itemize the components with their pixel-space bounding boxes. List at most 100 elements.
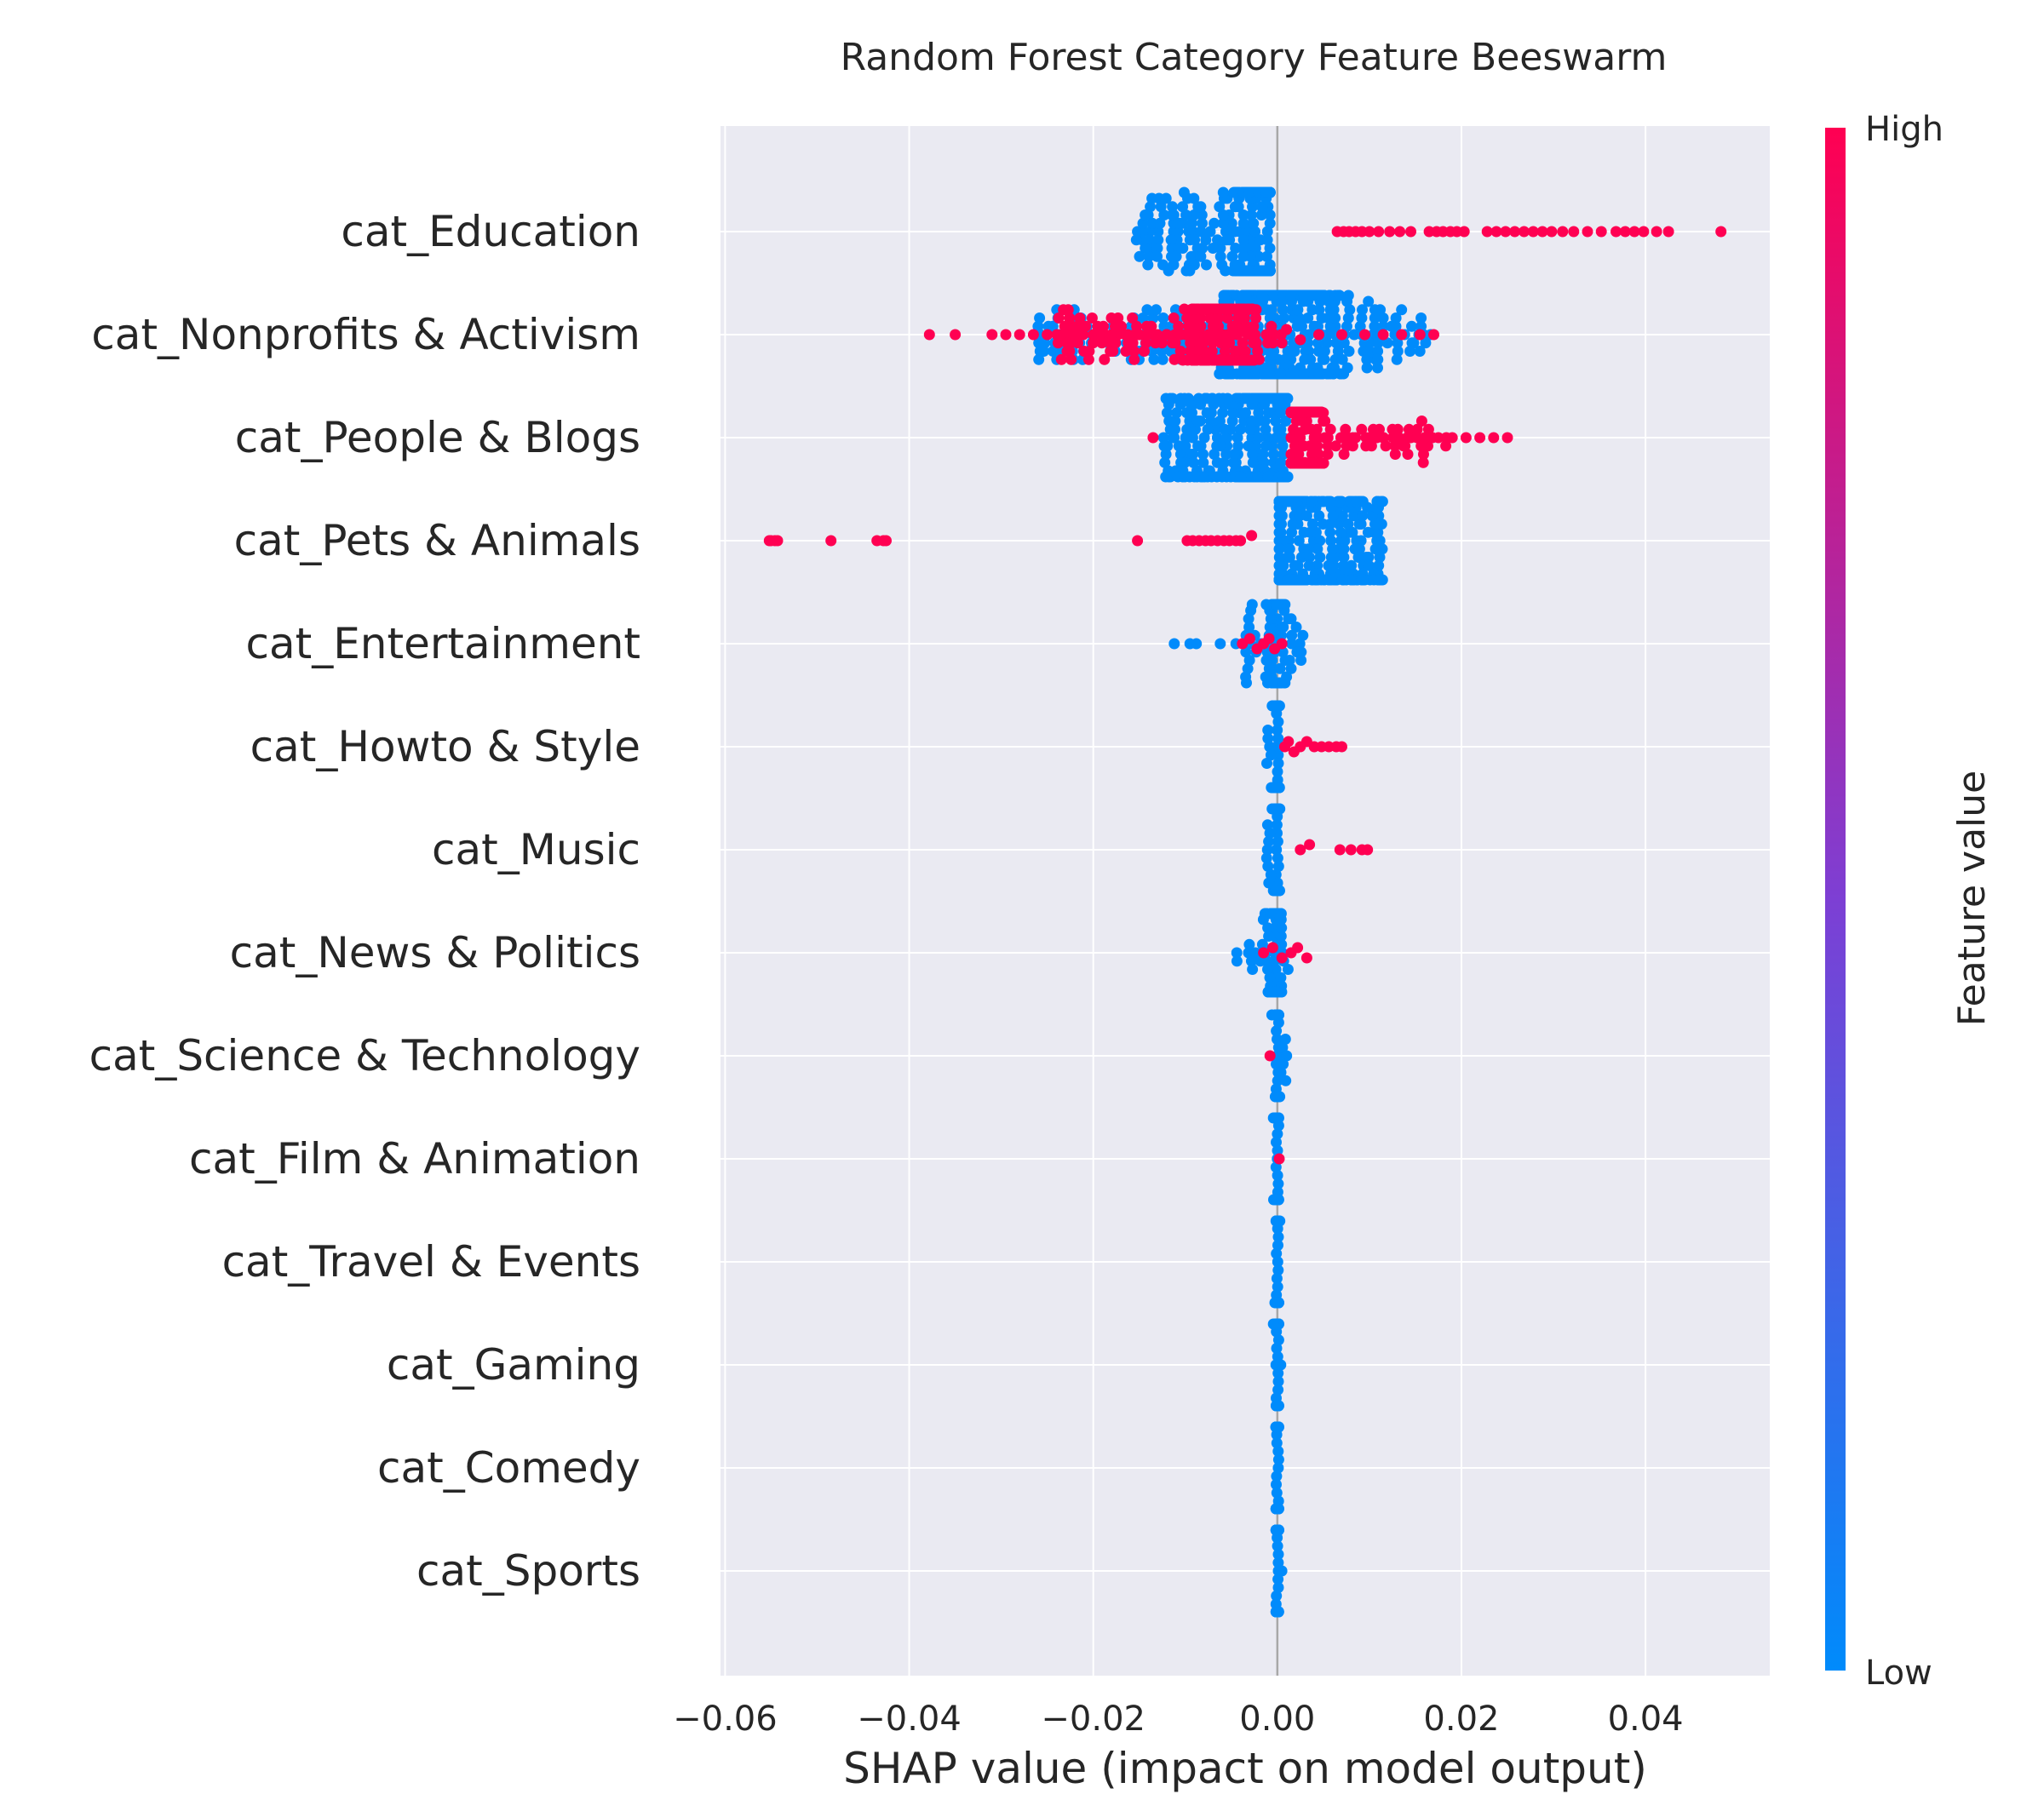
x-tick-label: −0.02 bbox=[1041, 1699, 1145, 1739]
shap-point bbox=[1500, 226, 1512, 238]
shap-point bbox=[1242, 265, 1254, 277]
shap-point bbox=[1335, 526, 1346, 538]
shap-point bbox=[1414, 346, 1426, 357]
shap-point bbox=[1263, 931, 1275, 942]
shap-point bbox=[1248, 320, 1260, 332]
shap-point bbox=[1268, 346, 1280, 357]
shap-point bbox=[1137, 312, 1149, 324]
shap-point bbox=[1312, 337, 1324, 349]
shap-point bbox=[1249, 393, 1260, 404]
shap-point bbox=[1226, 217, 1237, 229]
shap-point bbox=[1264, 1050, 1276, 1062]
shap-point bbox=[1226, 320, 1238, 332]
shap-point bbox=[1303, 559, 1315, 571]
shap-point bbox=[1389, 440, 1401, 452]
shap-point bbox=[1357, 304, 1368, 316]
shap-point bbox=[1293, 406, 1305, 418]
shap-point bbox=[1169, 416, 1181, 427]
shap-point bbox=[1167, 201, 1179, 213]
shap-point bbox=[1169, 423, 1180, 435]
shap-point bbox=[1059, 320, 1071, 332]
shap-point bbox=[950, 329, 962, 341]
shap-point bbox=[1611, 226, 1622, 238]
colorbar-high-label: High bbox=[1865, 110, 1944, 149]
shap-point bbox=[1069, 329, 1081, 341]
shap-point bbox=[1272, 393, 1283, 404]
shap-point bbox=[1272, 758, 1284, 769]
shap-point bbox=[1256, 938, 1268, 950]
shap-point bbox=[1374, 552, 1386, 563]
shap-point bbox=[1346, 526, 1358, 538]
shap-point bbox=[1281, 324, 1293, 335]
shap-point bbox=[1306, 449, 1318, 460]
shap-point bbox=[1272, 1281, 1283, 1293]
shap-point bbox=[1361, 362, 1373, 374]
shap-point bbox=[1272, 1297, 1283, 1309]
shap-point bbox=[1217, 217, 1229, 229]
shap-point bbox=[1240, 407, 1251, 419]
shap-point bbox=[1488, 432, 1500, 444]
shap-point bbox=[1264, 265, 1276, 277]
shap-point bbox=[1132, 535, 1144, 547]
shap-point bbox=[1140, 243, 1151, 254]
shap-point bbox=[1198, 346, 1210, 357]
shap-point bbox=[986, 329, 998, 341]
shap-point bbox=[1147, 432, 1159, 444]
shap-point bbox=[1276, 952, 1288, 964]
shap-point bbox=[1160, 393, 1172, 404]
shap-point bbox=[1214, 201, 1226, 213]
shap-point bbox=[1235, 471, 1247, 483]
shap-point bbox=[1213, 312, 1224, 324]
shap-point bbox=[1334, 844, 1346, 856]
shap-point bbox=[1582, 226, 1593, 238]
shap-point bbox=[1074, 312, 1086, 324]
shap-point bbox=[1181, 312, 1193, 324]
shap-point bbox=[1160, 471, 1172, 483]
shap-point bbox=[1392, 337, 1404, 349]
shap-point bbox=[1351, 535, 1363, 547]
shap-point bbox=[1161, 407, 1173, 419]
shap-point bbox=[1247, 201, 1258, 213]
shap-point bbox=[1272, 1075, 1283, 1086]
shap-point bbox=[1144, 234, 1156, 246]
shap-point bbox=[1269, 1009, 1281, 1021]
shap-point bbox=[1272, 1170, 1283, 1181]
shap-point bbox=[1064, 346, 1076, 357]
shap-point bbox=[1261, 758, 1272, 769]
shap-point bbox=[1271, 1247, 1283, 1259]
shap-point bbox=[1247, 456, 1259, 468]
shap-point bbox=[1292, 304, 1304, 316]
shap-point bbox=[1187, 456, 1199, 468]
shap-point bbox=[1274, 1215, 1286, 1227]
shap-point bbox=[1265, 908, 1277, 920]
shap-point bbox=[772, 535, 784, 547]
shap-point bbox=[1377, 320, 1389, 332]
shap-point bbox=[1253, 432, 1265, 444]
shap-point bbox=[1261, 819, 1273, 831]
shap-point bbox=[1245, 209, 1257, 221]
shap-point bbox=[1332, 346, 1344, 357]
shap-point bbox=[1336, 329, 1347, 341]
shap-point bbox=[1271, 1025, 1283, 1037]
feature-label: cat_Travel & Events bbox=[222, 1237, 640, 1287]
feature-label: cat_Music bbox=[432, 825, 640, 874]
shap-point bbox=[1346, 559, 1358, 571]
shap-point bbox=[1256, 201, 1268, 213]
shap-point bbox=[1359, 329, 1370, 341]
shap-point bbox=[1420, 337, 1432, 349]
shap-point bbox=[1190, 423, 1201, 435]
shap-point bbox=[1304, 526, 1316, 538]
shap-point bbox=[1296, 320, 1307, 332]
shap-point bbox=[1272, 1453, 1284, 1465]
colorbar-title: Feature value bbox=[1950, 771, 1994, 1026]
shap-point bbox=[1282, 346, 1294, 357]
shap-point bbox=[1273, 543, 1285, 555]
shap-point bbox=[1224, 337, 1236, 349]
colorbar bbox=[1825, 128, 1846, 1671]
shap-point bbox=[1270, 885, 1282, 897]
shap-point bbox=[1286, 496, 1297, 507]
shap-point bbox=[1201, 354, 1213, 366]
shap-point bbox=[1096, 337, 1108, 349]
shap-point bbox=[825, 535, 837, 547]
shap-point bbox=[1337, 510, 1348, 522]
